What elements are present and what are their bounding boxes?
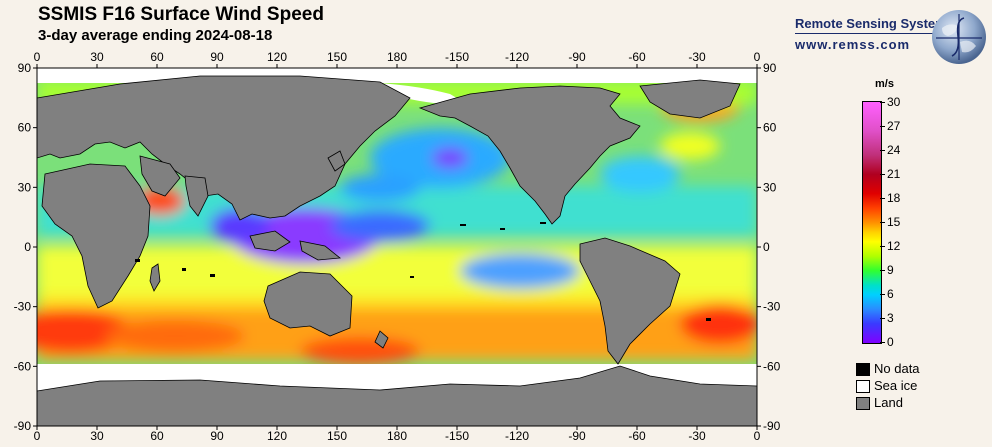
colorbar-tick xyxy=(880,246,885,247)
bottom-lon-label: -120 xyxy=(505,429,529,443)
bottom-lon-label: -60 xyxy=(628,429,646,443)
colorbar-tick xyxy=(880,294,885,295)
bottom-lon-label: 150 xyxy=(327,429,347,443)
map-field xyxy=(37,68,757,426)
left-latitude-axis: 90 60 30 0 -30 -60 -90 xyxy=(14,61,37,433)
top-lon-label: 150 xyxy=(327,50,347,64)
colorbar-tick xyxy=(880,126,885,127)
colorbar-unit: m/s xyxy=(875,78,894,90)
bottom-lon-label: 180 xyxy=(387,429,407,443)
brand-divider xyxy=(795,33,945,34)
colorbar-tick-label: 18 xyxy=(887,191,901,205)
top-lon-label: -60 xyxy=(628,50,646,64)
left-lat-label: 0 xyxy=(24,240,31,254)
colorbar-tick xyxy=(880,318,885,319)
map-title: SSMIS F16 Surface Wind Speed xyxy=(38,4,324,25)
colorbar-tick xyxy=(880,270,885,271)
right-latitude-axis: 90 60 30 0 -30 -60 -90 xyxy=(757,61,781,433)
colorbar-tick-label: 9 xyxy=(887,263,894,277)
top-longitude-axis: 0 30 60 90 120 150 180 -150 -120 -90 -60 -30 0 xyxy=(34,50,761,68)
colorbar-tick-label: 3 xyxy=(887,311,894,325)
top-lon-label: 60 xyxy=(150,50,164,64)
right-lat-label: 30 xyxy=(763,180,777,194)
left-lat-label: 90 xyxy=(18,61,32,75)
right-lat-label: 60 xyxy=(763,121,777,135)
right-lat-label: 0 xyxy=(763,240,770,254)
brand-url[interactable]: www.remss.com xyxy=(795,37,911,52)
bottom-lon-label: 30 xyxy=(90,429,104,443)
bottom-lon-label: -30 xyxy=(688,429,706,443)
colorbar-tick-label: 12 xyxy=(887,239,901,253)
legend-swatch xyxy=(856,380,870,393)
right-lat-label: -30 xyxy=(763,300,781,314)
right-lat-label: -90 xyxy=(763,419,781,433)
legend-swatch xyxy=(856,363,870,376)
top-lon-label: -120 xyxy=(505,50,529,64)
colorbar-tick-label: 24 xyxy=(887,143,901,157)
brand-name: Remote Sensing Systems xyxy=(795,16,954,31)
colorbar-tick xyxy=(880,342,885,343)
colorbar-tick-label: 27 xyxy=(887,119,901,133)
colorbar-tick xyxy=(880,222,885,223)
colorbar-tick xyxy=(880,150,885,151)
top-lon-label: 0 xyxy=(34,50,41,64)
bottom-lon-label: 60 xyxy=(150,429,164,443)
bottom-lon-label: -150 xyxy=(445,429,469,443)
colorbar-tick-label: 30 xyxy=(887,95,901,109)
bottom-lon-label: 0 xyxy=(34,429,41,443)
legend-label: Sea ice xyxy=(874,378,918,393)
colorbar-tick-label: 6 xyxy=(887,287,894,301)
bottom-lon-label: 0 xyxy=(754,429,761,443)
top-lon-label: -30 xyxy=(688,50,706,64)
colorbar-tick xyxy=(880,198,885,199)
bottom-lon-label: 90 xyxy=(210,429,224,443)
bottom-lon-label: -90 xyxy=(568,429,586,443)
legend-swatch xyxy=(856,397,870,410)
bottom-lon-label: 120 xyxy=(267,429,287,443)
left-lat-label: 30 xyxy=(18,180,32,194)
right-lat-label: 90 xyxy=(763,61,777,75)
colorbar-tick-label: 21 xyxy=(887,167,901,181)
top-lon-label: -90 xyxy=(568,50,586,64)
right-lat-label: -60 xyxy=(763,359,781,373)
colorbar-tick-label: 15 xyxy=(887,215,901,229)
colorbar-tick xyxy=(880,174,885,175)
colorbar-tick-label: 0 xyxy=(887,335,894,349)
map-subtitle: 3-day average ending 2024-08-18 xyxy=(38,27,273,44)
left-lat-label: -60 xyxy=(14,359,32,373)
wind-speed-colorbar xyxy=(862,101,882,344)
top-lon-label: -150 xyxy=(445,50,469,64)
bottom-longitude-axis: 0 30 60 90 120 150 180 -150 -120 -90 -60 -30 0 xyxy=(34,426,761,443)
top-lon-label: 180 xyxy=(387,50,407,64)
top-lon-label: 0 xyxy=(754,50,761,64)
left-lat-label: -30 xyxy=(14,300,32,314)
brand-block[interactable]: Remote Sensing Systems www.remss.com xyxy=(795,14,985,64)
wind-speed-map[interactable]: 0 30 60 90 120 150 180 -150 -120 -90 -60 -30 0 0 30 60… xyxy=(0,46,810,447)
top-lon-label: 120 xyxy=(267,50,287,64)
legend-label: Land xyxy=(874,395,903,410)
left-lat-label: -90 xyxy=(14,419,32,433)
no-data-patches xyxy=(135,222,711,321)
land-masses xyxy=(37,75,757,426)
legend-label: No data xyxy=(874,361,920,376)
colorbar-tick xyxy=(880,102,885,103)
top-lon-label: 90 xyxy=(210,50,224,64)
left-lat-label: 60 xyxy=(18,121,32,135)
top-lon-label: 30 xyxy=(90,50,104,64)
globe-logo-icon xyxy=(932,10,986,64)
